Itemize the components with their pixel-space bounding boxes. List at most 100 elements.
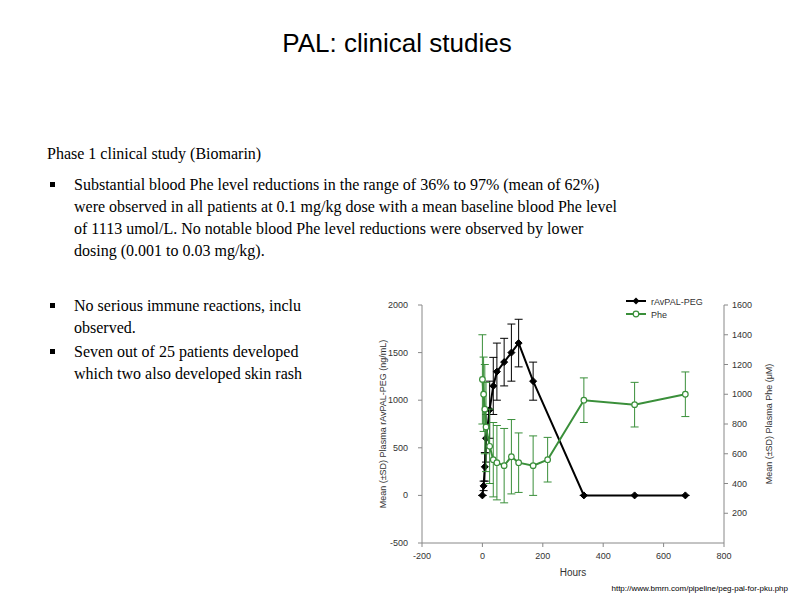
x-tick-label: 200 [535, 551, 550, 561]
series-line [482, 379, 685, 465]
y2-tick-label: 600 [732, 449, 747, 459]
marker [580, 492, 587, 499]
marker [479, 492, 486, 499]
x-tick [663, 543, 664, 547]
marker [482, 406, 488, 412]
x-tick-label: 600 [656, 551, 671, 561]
error-cap [681, 416, 689, 417]
y-axis-label: Mean (±SD) Plasma rAvPAL-PEG (ng/mL) [378, 340, 388, 509]
y2-tick-label: 1000 [732, 389, 752, 399]
y2-tick-label: 1200 [732, 360, 752, 370]
x-tick [724, 543, 725, 547]
error-cap [486, 381, 494, 382]
bullet-text: of 1113 umol/L. No notable blood Phe lev… [74, 220, 584, 238]
y-tick [418, 543, 422, 544]
x-tick [542, 543, 543, 547]
marker [490, 382, 497, 389]
x-tick [422, 543, 423, 547]
y-tick-label: 2000 [388, 300, 408, 310]
marker [516, 460, 522, 466]
error-bar [515, 433, 523, 493]
y-tick [418, 400, 422, 401]
y-tick [418, 447, 422, 448]
y-tick-label: 0 [403, 490, 408, 500]
y-tick [418, 352, 422, 353]
y2-tick [724, 364, 728, 365]
error-cap [481, 364, 489, 365]
error-cap [515, 432, 523, 433]
error-bar [515, 319, 523, 367]
legend-label: Phe [651, 310, 667, 320]
source: http://www.bmrn.com/pipeline/peg-pal-for… [611, 584, 788, 593]
bullet-marker [50, 349, 55, 354]
error-cap [480, 357, 488, 358]
error-bar [480, 481, 488, 491]
error-bar [507, 324, 515, 381]
y2-tick [724, 424, 728, 425]
marker [631, 492, 638, 499]
y2-tick [724, 334, 728, 335]
error-cap [515, 319, 523, 320]
x-axis-label: Hours [560, 567, 587, 578]
error-cap [515, 366, 523, 367]
error-cap [631, 426, 639, 427]
marker [483, 424, 489, 430]
error-bar [493, 343, 501, 400]
y-axis [422, 305, 423, 543]
y2-tick [724, 394, 728, 395]
marker [682, 492, 689, 499]
error-bar [493, 425, 501, 499]
y-tick-label: 1000 [388, 395, 408, 405]
legend-label: rAvPAL-PEG [651, 297, 703, 307]
background [0, 0, 794, 595]
y2-tick-label: 800 [732, 419, 747, 429]
error-cap [507, 493, 515, 494]
error-cap [489, 414, 497, 415]
error-cap [481, 453, 489, 454]
error-cap [500, 502, 508, 503]
error-cap [529, 400, 537, 401]
x-axis [422, 543, 724, 544]
y2-tick-label: 400 [732, 479, 747, 489]
slide: PAL: clinical studies Phase 1 clinical st… [0, 0, 794, 595]
error-cap [500, 338, 508, 339]
y2-tick [724, 453, 728, 454]
error-bar [500, 338, 508, 386]
x-tick [603, 543, 604, 547]
error-cap [486, 483, 494, 484]
y-tick-label: 500 [393, 443, 408, 453]
marker [545, 457, 551, 463]
error-cap [493, 499, 501, 500]
bullet-text: Substantial blood Phe level reductions i… [74, 176, 599, 194]
marker [530, 378, 537, 385]
y-tick [418, 305, 422, 306]
x-tick-label: 400 [596, 551, 611, 561]
bullet-text: which two also developed skin rash [74, 365, 302, 383]
x-tick-label: 0 [480, 551, 485, 561]
error-bar [486, 409, 494, 483]
marker [493, 368, 500, 375]
error-cap [478, 334, 486, 335]
error-cap [482, 471, 490, 472]
legend-marker [633, 311, 639, 317]
y2-tick [724, 305, 728, 306]
chart: -500050010001500200020040060080010001200… [378, 297, 774, 579]
x-tick-label: 800 [716, 551, 731, 561]
error-cap [507, 419, 515, 420]
plot-area [478, 319, 689, 503]
error-cap [529, 435, 537, 436]
y2-tick-label: 1400 [732, 330, 752, 340]
marker [509, 454, 515, 460]
error-cap [580, 377, 588, 378]
error-cap [544, 482, 552, 483]
error-bar [544, 437, 552, 482]
title: PAL: clinical studies [282, 28, 511, 58]
error-cap [493, 425, 501, 426]
error-cap [489, 422, 497, 423]
error-cap [544, 437, 552, 438]
marker [480, 377, 486, 383]
bullet-text: dosing (0.001 to 0.03 mg/kg). [74, 242, 265, 260]
error-bar [580, 378, 588, 423]
heading: Phase 1 clinical study (Biomarin) [47, 145, 261, 163]
x-tick [482, 543, 483, 547]
